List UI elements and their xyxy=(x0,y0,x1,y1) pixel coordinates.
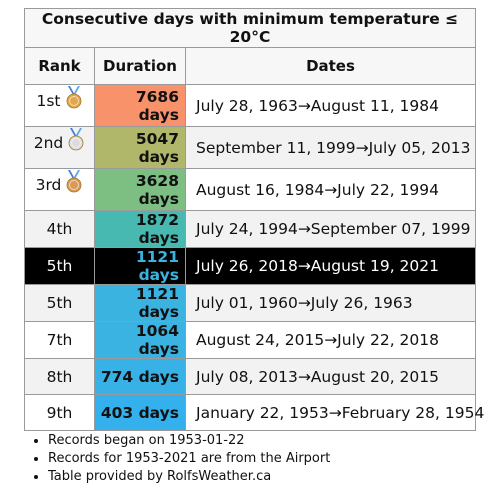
table-row: 1st 7686 days July 28, 1963→August 11, 198… xyxy=(24,84,476,127)
table-row: 9th 403 days January 22, 1953→February 28,… xyxy=(24,394,484,431)
dates-cell: August 24, 2015→July 22, 2018 xyxy=(185,321,476,359)
rank-header: Rank xyxy=(24,47,95,85)
table-row: 5th 1121 days July 26, 2018→August 19, 202… xyxy=(24,247,476,285)
dates-cell: July 08, 2013→August 20, 2015 xyxy=(185,358,476,395)
bronze-medal-icon xyxy=(65,169,83,198)
rank-cell: 5th xyxy=(24,247,95,285)
note-item: Table provided by RolfsWeather.ca xyxy=(48,468,330,486)
dates-cell: September 11, 1999→July 05, 2013 xyxy=(185,126,476,169)
gold-medal-icon xyxy=(65,85,83,114)
note-item: Records for 1953-2021 are from the Airpo… xyxy=(48,450,330,468)
rank-cell: 4th xyxy=(24,210,95,248)
duration-cell: 1872 days xyxy=(94,210,186,248)
rank-cell: 9th xyxy=(24,394,95,431)
dates-cell: July 28, 1963→August 11, 1984 xyxy=(185,84,476,127)
duration-cell: 7686 days xyxy=(94,84,186,127)
dates-cell: July 24, 1994→September 07, 1999 xyxy=(185,210,476,248)
table-row: 4th 1872 days July 24, 1994→September 07, … xyxy=(24,210,476,248)
table-row: 2nd 5047 days September 11, 1999→July 05, … xyxy=(24,126,476,169)
rank-label: 1st xyxy=(36,91,61,110)
duration-cell: 403 days xyxy=(94,394,186,431)
rank-label: 3rd xyxy=(35,175,62,194)
rank-cell: 3rd xyxy=(24,168,95,211)
records-table: Consecutive days with minimum temperatur… xyxy=(24,8,484,431)
dates-cell: January 22, 1953→February 28, 1954 xyxy=(185,394,484,431)
duration-cell: 774 days xyxy=(94,358,186,395)
table-title: Consecutive days with minimum temperatur… xyxy=(24,8,476,48)
duration-header: Duration xyxy=(94,47,186,85)
dates-cell: July 01, 1960→July 26, 1963 xyxy=(185,284,476,322)
rank-label: 8th xyxy=(46,367,73,386)
duration-cell: 1121 days xyxy=(94,247,186,285)
rank-cell: 8th xyxy=(24,358,95,395)
notes-list: Records began on 1953-01-22 Records for … xyxy=(24,432,330,486)
table-row: 3rd 3628 days August 16, 1984→July 22, 199… xyxy=(24,168,476,211)
silver-medal-icon xyxy=(67,127,85,156)
rank-label: 5th xyxy=(46,257,73,275)
rank-label: 9th xyxy=(46,403,73,422)
rank-cell: 2nd xyxy=(24,126,95,169)
table-row: 8th 774 days July 08, 2013→August 20, 2015 xyxy=(24,358,476,395)
duration-cell: 1121 days xyxy=(94,284,186,322)
rank-label: 5th xyxy=(46,294,73,312)
dates-header: Dates xyxy=(185,47,476,85)
rank-label: 4th xyxy=(46,220,73,238)
table-body: 1st 7686 days July 28, 1963→August 11, 198… xyxy=(24,84,484,431)
note-item: Records began on 1953-01-22 xyxy=(48,432,330,450)
rank-cell: 5th xyxy=(24,284,95,322)
duration-cell: 5047 days xyxy=(94,126,186,169)
dates-cell: August 16, 1984→July 22, 1994 xyxy=(185,168,476,211)
rank-label: 7th xyxy=(46,331,73,349)
duration-cell: 1064 days xyxy=(94,321,186,359)
dates-cell: July 26, 2018→August 19, 2021 xyxy=(185,247,476,285)
table-row: 5th 1121 days July 01, 1960→July 26, 1963 xyxy=(24,284,476,322)
rank-cell: 7th xyxy=(24,321,95,359)
rank-cell: 1st xyxy=(24,84,95,127)
table-row: 7th 1064 days August 24, 2015→July 22, 201… xyxy=(24,321,476,359)
duration-cell: 3628 days xyxy=(94,168,186,211)
rank-label: 2nd xyxy=(33,133,64,152)
